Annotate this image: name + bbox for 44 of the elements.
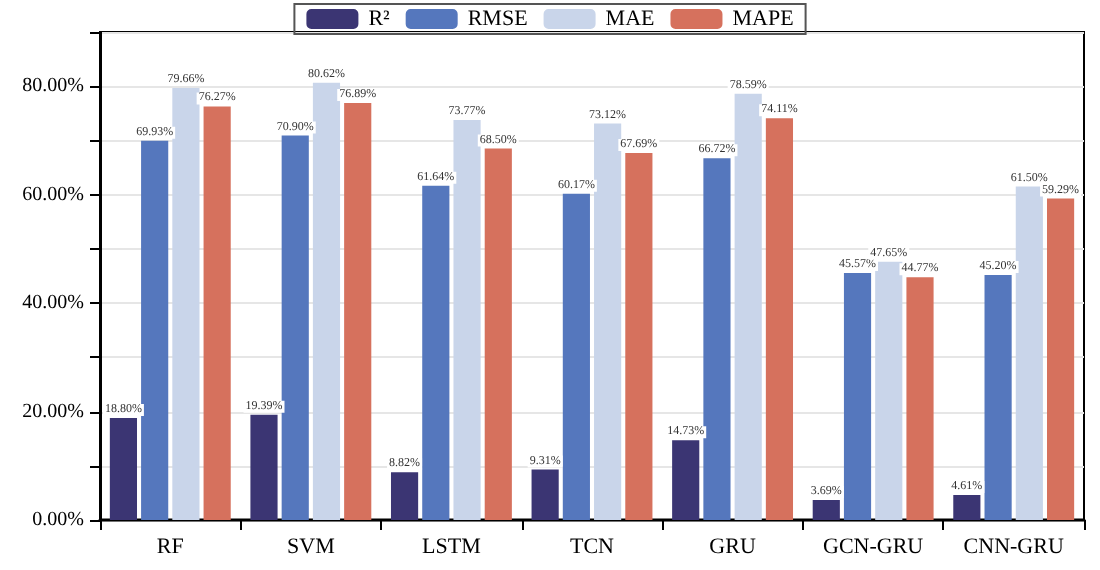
legend-label: R² xyxy=(368,7,392,31)
legend-label: MAPE xyxy=(732,7,795,31)
x-tick-label: TCN xyxy=(570,535,615,559)
bar xyxy=(250,414,278,520)
y-tick-label: 60.00% xyxy=(22,183,84,206)
bar xyxy=(625,152,653,520)
bar xyxy=(203,106,231,520)
x-tick-label: SVM xyxy=(287,535,336,559)
bar xyxy=(312,82,341,520)
bar xyxy=(1046,198,1075,520)
bar xyxy=(422,185,450,520)
bar xyxy=(906,277,934,520)
bar xyxy=(344,103,372,520)
bar xyxy=(703,158,731,520)
bar xyxy=(734,93,762,520)
x-tick-label: LSTM xyxy=(422,535,482,559)
bar xyxy=(281,135,309,520)
x-tick-label: GCN-GRU xyxy=(823,535,924,559)
legend-label: MAE xyxy=(605,7,656,31)
bar xyxy=(484,148,512,520)
bar xyxy=(843,272,872,520)
y-tick-label: 40.00% xyxy=(22,292,84,315)
bar xyxy=(1015,186,1043,520)
bar xyxy=(109,418,138,520)
bar xyxy=(672,440,700,520)
bar xyxy=(141,140,169,520)
x-tick-label: GRU xyxy=(709,535,756,559)
y-tick-label: 0.00% xyxy=(32,509,84,531)
legend-label: RMSE xyxy=(467,7,529,31)
bar xyxy=(562,193,590,520)
x-tick-label: RF xyxy=(156,535,184,559)
bar xyxy=(953,495,981,520)
bar xyxy=(390,472,419,520)
bar xyxy=(531,469,559,520)
bar xyxy=(594,123,622,520)
bar xyxy=(765,118,794,520)
bar xyxy=(984,274,1012,520)
bar xyxy=(812,499,840,520)
bar xyxy=(875,261,903,520)
y-tick-label: 80.00% xyxy=(22,75,84,98)
x-tick-label: CNN-GRU xyxy=(963,535,1064,559)
bar xyxy=(453,120,481,520)
y-tick-label: 20.00% xyxy=(22,400,84,423)
bar xyxy=(172,88,200,520)
